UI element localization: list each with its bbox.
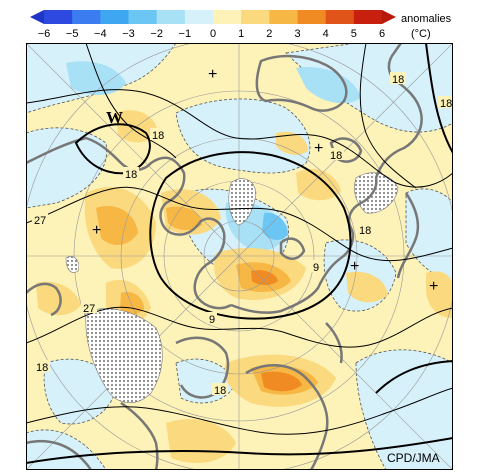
polar-anomaly-map: 18 18 18 18 18 18 27 27 9 9 18 18 W + + … xyxy=(26,43,453,470)
legend-tick-label: −2 xyxy=(150,28,163,40)
contour-label: 18 xyxy=(357,223,373,237)
low-center-mark: W xyxy=(106,108,123,127)
legend-color-cell xyxy=(72,10,101,24)
legend-color-cell xyxy=(213,10,242,24)
legend-color-cells xyxy=(44,10,383,24)
plus-mark: + xyxy=(92,222,101,239)
legend-tick-labels: −6 −5 −4 −3 −2 −1 0 1 2 3 4 5 6 xyxy=(38,28,385,40)
svg-text:9: 9 xyxy=(313,262,319,274)
legend-tick-label: −1 xyxy=(179,28,192,40)
contour-label: 18 xyxy=(438,96,453,110)
legend-tick-label: −3 xyxy=(122,28,135,40)
legend-right-arrow xyxy=(382,10,396,24)
plus-mark: + xyxy=(314,140,323,157)
legend-tick-label: 2 xyxy=(266,28,272,40)
legend-tick-label: 0 xyxy=(210,28,216,40)
svg-text:18: 18 xyxy=(214,385,226,397)
contour-label: 18 xyxy=(328,148,344,162)
height-contours xyxy=(26,43,453,435)
contour-label: 18 xyxy=(34,360,50,374)
svg-text:27: 27 xyxy=(83,303,95,315)
credit-label: CPD/JMA xyxy=(387,451,440,465)
legend-tick-label: −5 xyxy=(66,28,79,40)
legend-tick-label: −6 xyxy=(38,28,51,40)
contour-label: 9 xyxy=(207,312,217,326)
legend-tick-label: 5 xyxy=(351,28,357,40)
svg-text:18: 18 xyxy=(330,150,342,162)
legend-tick-label: 1 xyxy=(238,28,244,40)
plus-mark: + xyxy=(208,66,217,83)
legend-tick-label: 6 xyxy=(379,28,385,40)
contour-label: 27 xyxy=(32,213,48,227)
legend-color-cell xyxy=(184,10,214,24)
map-frame xyxy=(26,43,453,470)
contour-labels: 18 18 18 18 18 18 27 27 9 9 18 18 xyxy=(32,72,453,397)
legend-color-cell xyxy=(297,10,327,24)
legend-color-cell xyxy=(128,10,158,24)
very-negative-areas xyxy=(262,212,288,240)
svg-text:18: 18 xyxy=(359,225,371,237)
contour-label: 18 xyxy=(150,128,166,142)
legend-color-cell xyxy=(156,10,186,24)
legend-color-cell xyxy=(241,10,270,24)
plus-mark: + xyxy=(350,258,359,275)
contour-label: 18 xyxy=(390,72,406,86)
legend-title: anomalies xyxy=(401,13,452,25)
legend-color-cell xyxy=(269,10,298,24)
legend-color-cell xyxy=(325,10,355,24)
legend-tick-label: −4 xyxy=(94,28,107,40)
svg-text:18: 18 xyxy=(440,98,452,110)
contour-label: 18 xyxy=(123,167,139,181)
svg-text:27: 27 xyxy=(34,215,46,227)
contour-label: 27 xyxy=(81,301,97,315)
contour-label: 9 xyxy=(311,260,321,274)
contour-label: 18 xyxy=(212,383,228,397)
legend-tick-label: 4 xyxy=(323,28,329,40)
plus-mark: + xyxy=(429,278,438,295)
masked-high-terrain xyxy=(65,172,399,403)
legend-tick-label: 3 xyxy=(294,28,300,40)
plus-marks: + + + + + xyxy=(92,66,438,295)
legend-left-arrow xyxy=(30,10,44,24)
coastlines xyxy=(26,43,423,470)
legend-color-cell xyxy=(44,10,73,24)
legend-color-cell xyxy=(100,10,129,24)
very-positive-areas xyxy=(251,270,302,392)
legend-unit: (°C) xyxy=(411,28,431,40)
color-legend: −6 −5 −4 −3 −2 −1 0 1 2 3 4 5 6 anomalies (°C) xyxy=(30,10,452,40)
svg-text:18: 18 xyxy=(152,130,164,142)
legend-color-cell xyxy=(353,10,383,24)
svg-text:18: 18 xyxy=(36,362,48,374)
thick-height-contours xyxy=(26,43,453,464)
svg-text:18: 18 xyxy=(125,169,137,181)
svg-text:18: 18 xyxy=(392,74,404,86)
svg-text:9: 9 xyxy=(209,314,215,326)
